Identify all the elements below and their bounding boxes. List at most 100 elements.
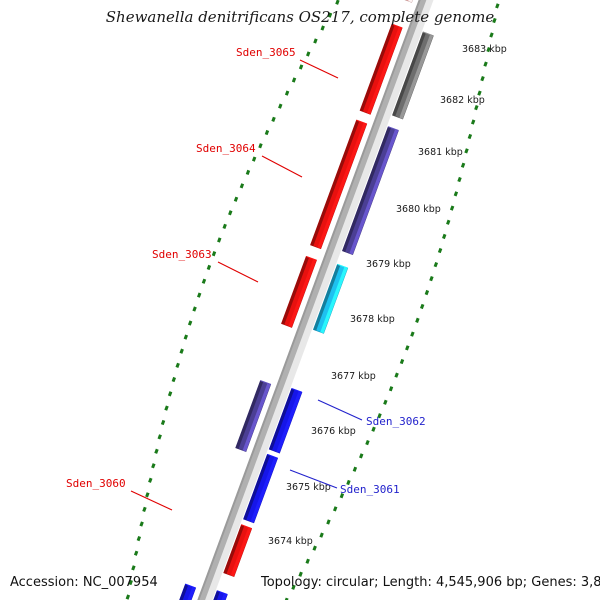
ruler-tick-labels: 3683 kbp 3682 kbp 3681 kbp 3680 kbp 3679 kbp… — [268, 44, 507, 547]
ruler-tick-dot — [486, 46, 491, 53]
accession-label: Accession: NC_007954 — [10, 575, 158, 590]
ruler-tick-dot — [128, 579, 133, 586]
ruler-tick-dot — [139, 521, 144, 527]
ruler-tick-dot — [433, 261, 439, 268]
ruler-tick-dot — [371, 426, 376, 432]
ruler-tick-dot — [346, 479, 351, 486]
ruler-tick-dot — [339, 493, 345, 499]
ruler-tick-label: 3679 kbp — [366, 259, 411, 270]
ruler-tick-label: 3677 kbp — [331, 371, 376, 382]
backbone-highlight-edge — [200, 0, 434, 600]
ruler-tick-dot — [442, 233, 447, 240]
ruler-tick-label: 3682 kbp — [440, 95, 485, 106]
ruler-tick-dot — [313, 38, 318, 44]
gene-feature-bar[interactable] — [191, 590, 228, 600]
ruler-tick-dot — [271, 116, 276, 122]
ruler-tick-dot — [136, 535, 142, 542]
gene-feature-bar[interactable] — [310, 119, 368, 250]
ruler-tick-dot — [160, 419, 166, 426]
gene-label-sden_3060[interactable]: Sden_3060 — [66, 477, 126, 490]
gene-label-sden_3065[interactable]: Sden_3065 — [236, 46, 296, 59]
ruler-tick-dot — [142, 506, 147, 513]
ruler-tick-dot — [284, 90, 290, 96]
ruler-tick-dot — [429, 275, 434, 282]
gene-feature-bar[interactable] — [235, 380, 272, 452]
ruler-tick-dot — [183, 334, 189, 340]
ruler-tick-label: 3681 kbp — [418, 147, 463, 158]
ruler-tick-dot — [291, 584, 296, 590]
ruler-tick-dot — [437, 247, 443, 254]
backbone-shadow-edge — [197, 0, 421, 600]
ruler-tick-dot — [388, 386, 394, 392]
ruler-tick-dot — [306, 51, 311, 57]
ruler-tick-dot — [228, 210, 233, 216]
gene-label-sden_3064[interactable]: Sden_3064 — [196, 142, 256, 155]
ruler-tick-dot — [410, 331, 415, 337]
ruler-tick-dot — [312, 545, 317, 551]
ruler-tick-dot — [305, 558, 310, 564]
gene-label-leader-line — [217, 261, 259, 283]
ruler-tick-dot — [148, 477, 153, 483]
ruler-tick-dot — [453, 191, 459, 197]
ruler-tick-dot — [359, 453, 364, 459]
gene-label-sden_3061[interactable]: Sden_3061 — [340, 483, 400, 496]
ruler-tick-dot — [175, 362, 180, 368]
ruler-tick-dot — [320, 25, 325, 31]
gene-label-sden_3062[interactable]: Sden_3062 — [366, 415, 426, 428]
ruler-tick-dot — [179, 348, 184, 354]
ruler-tick-dot — [206, 264, 212, 271]
ruler-tick-dot — [424, 289, 430, 296]
gene-feature-bar[interactable] — [268, 387, 303, 454]
ruler-tick-label: 3675 kbp — [286, 482, 331, 493]
ruler-tick-dot — [492, 17, 497, 24]
ruler-tick-dot — [217, 237, 222, 243]
gene-feature-bar[interactable] — [161, 583, 197, 600]
ruler-tick-dot — [319, 532, 324, 538]
gene-feature-bar[interactable] — [359, 23, 403, 115]
ruler-tick-dot — [251, 156, 257, 162]
ruler-tick-dot — [298, 571, 303, 577]
gene-feature-bar[interactable] — [401, 0, 418, 3]
ruler-tick-dot — [489, 32, 494, 38]
gene-label-sden_3063[interactable]: Sden_3063 — [152, 248, 212, 261]
gene-feature-bar[interactable] — [243, 453, 279, 524]
ruler-tick-dot — [326, 519, 331, 525]
ruler-tick-dot — [211, 251, 217, 257]
ruler-tick-dot — [470, 119, 476, 125]
ruler-tick-arcs — [125, 0, 500, 600]
ruler-tick-dot — [192, 306, 197, 312]
ruler-tick-label: 3683 kbp — [462, 44, 507, 55]
ruler-tick-dot — [298, 64, 304, 70]
gene-feature-bar[interactable] — [223, 524, 253, 577]
gene-label-leader-line — [261, 155, 303, 178]
ruler-tick-label: 3676 kbp — [311, 426, 356, 437]
ruler-tick-dot — [420, 303, 425, 310]
ruler-tick-dot — [449, 205, 455, 211]
ruler-tick-dot — [157, 434, 162, 440]
gene-feature-bar[interactable] — [341, 126, 399, 256]
ruler-tick-dot — [291, 77, 297, 83]
ruler-tick-dot — [164, 405, 169, 411]
ruler-tick-dot — [383, 399, 388, 405]
ruler-tick-dot — [171, 376, 177, 383]
gene-feature-bar[interactable] — [281, 255, 317, 328]
ruler-tick-dot — [131, 565, 136, 571]
gene-feature-bar[interactable] — [392, 31, 434, 120]
gene-label-layer[interactable]: Sden_3065 Sden_3064 Sden_3063 Sden_3062 Sden… — [66, 46, 426, 511]
ruler-tick-dot — [377, 413, 382, 419]
ruler-tick-dot — [460, 162, 466, 168]
ruler-tick-dot — [399, 358, 405, 365]
gene-feature-bar[interactable] — [312, 263, 349, 334]
chromosome-backbone[interactable] — [191, 0, 435, 600]
gene-feature-track[interactable] — [161, 0, 436, 600]
ruler-tick-dot — [405, 345, 410, 351]
ruler-tick-dot — [446, 219, 451, 225]
genome-summary-label: Topology: circular; Length: 4,545,906 bp… — [260, 575, 600, 590]
ruler-tick-label: 3678 kbp — [350, 314, 395, 325]
ruler-tick-label: 3674 kbp — [268, 536, 313, 547]
backbone-line — [197, 0, 427, 600]
ruler-tick-dot — [167, 391, 173, 397]
gene-label-leader-line — [317, 399, 363, 421]
